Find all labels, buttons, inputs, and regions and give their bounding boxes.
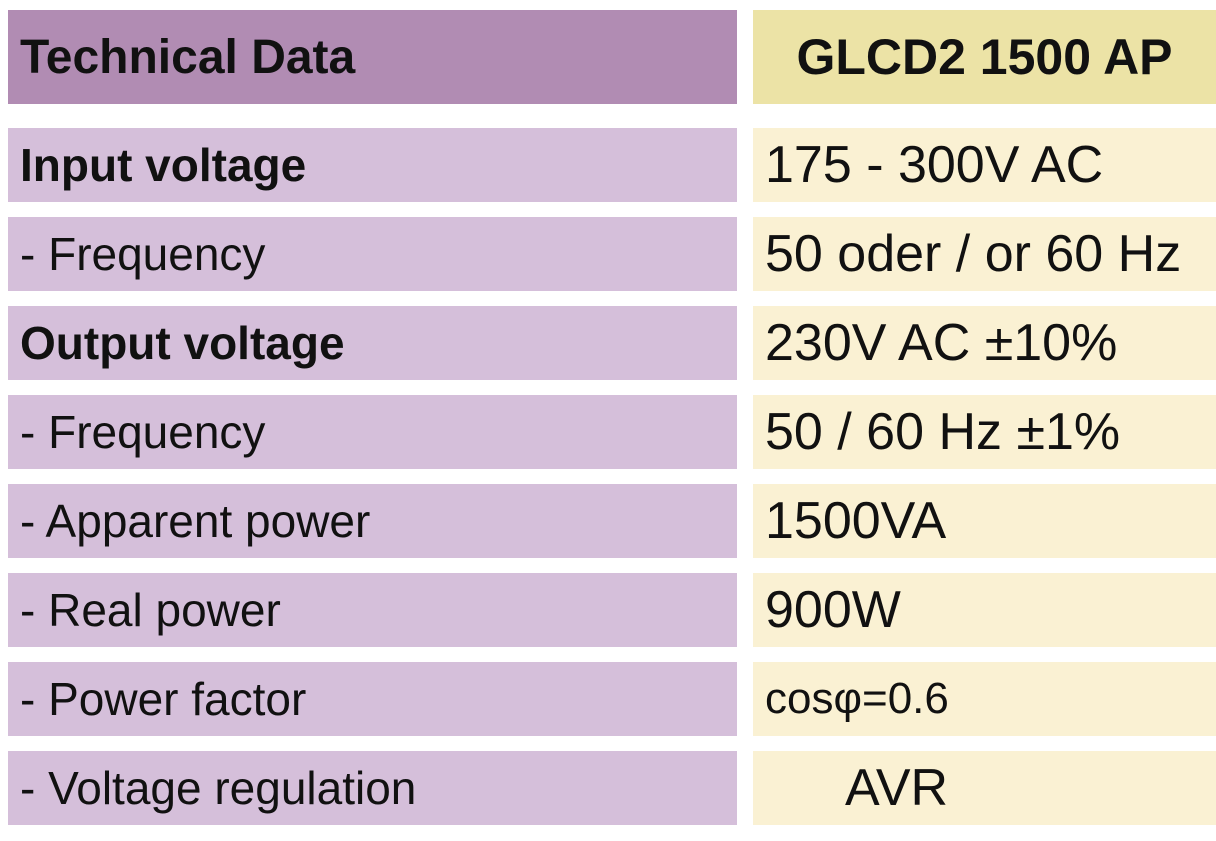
- table-row: - Power factor cosφ=0.6: [8, 662, 1216, 736]
- table-header-row: Technical Data GLCD2 1500 AP: [8, 10, 1216, 104]
- row-value-input-voltage: 175 - 300V AC: [753, 128, 1216, 202]
- row-label-output-voltage: Output voltage: [8, 306, 737, 380]
- row-value-output-voltage: 230V AC ±10%: [753, 306, 1216, 380]
- product-model-header: GLCD2 1500 AP: [753, 10, 1216, 104]
- table-title: Technical Data: [8, 10, 737, 104]
- table-row: - Apparent power 1500VA: [8, 484, 1216, 558]
- row-label-power-factor: - Power factor: [8, 662, 737, 736]
- row-label-voltage-regulation: - Voltage regulation: [8, 751, 737, 825]
- row-value-input-frequency: 50 oder / or 60 Hz: [753, 217, 1216, 291]
- row-label-input-voltage: Input voltage: [8, 128, 737, 202]
- row-value-voltage-regulation: AVR: [753, 751, 1216, 825]
- row-value-power-factor: cosφ=0.6: [753, 662, 1216, 736]
- row-label-real-power: - Real power: [8, 573, 737, 647]
- row-value-apparent-power: 1500VA: [753, 484, 1216, 558]
- row-label-input-frequency: - Frequency: [8, 217, 737, 291]
- table-row: - Frequency 50 oder / or 60 Hz: [8, 217, 1216, 291]
- row-label-apparent-power: - Apparent power: [8, 484, 737, 558]
- table-row: Output voltage 230V AC ±10%: [8, 306, 1216, 380]
- table-row: Input voltage 175 - 300V AC: [8, 128, 1216, 202]
- row-label-output-frequency: - Frequency: [8, 395, 737, 469]
- table-row: - Real power 900W: [8, 573, 1216, 647]
- row-value-output-frequency: 50 / 60 Hz ±1%: [753, 395, 1216, 469]
- table-row: - Frequency 50 / 60 Hz ±1%: [8, 395, 1216, 469]
- table-row: - Voltage regulation AVR: [8, 751, 1216, 825]
- row-value-real-power: 900W: [753, 573, 1216, 647]
